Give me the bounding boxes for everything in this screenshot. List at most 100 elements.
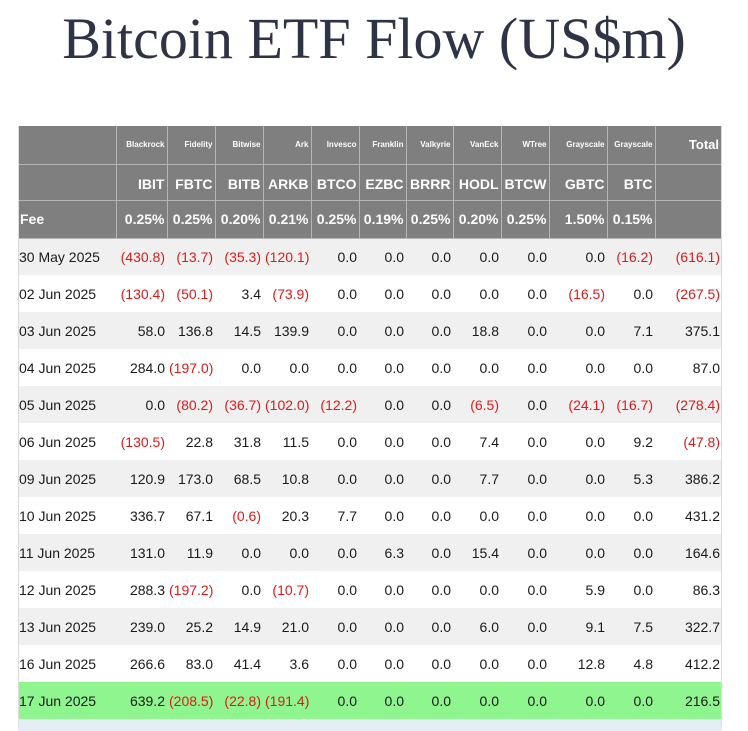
total-ticker-cell [655,164,722,201]
ticker-header: BTCW [501,164,550,201]
table-row: 05 Jun 2025 0.0 (80.2) (36.7) (102.0) (12.2) 0… [18,386,722,423]
total-header: Total [655,126,722,165]
flow-cell: 0.0 [406,534,453,571]
total-cell: 431.2 [655,497,722,534]
flow-cell: 0.0 [501,423,549,460]
flow-cell: 7.4 [453,423,501,460]
flow-cell: (10.7) [263,571,311,608]
flow-cell: 639.2 [116,682,167,719]
empty-cell [359,719,406,731]
issuer-header: Blackrock [116,126,168,165]
flow-cell: 0.0 [311,423,359,460]
flow-cell: 0.0 [311,238,359,275]
flow-cell: 0.0 [311,682,359,719]
total-cell: 87.0 [655,349,722,386]
flow-cell: 0.0 [501,275,549,312]
flow-cell: 41.4 [215,645,263,682]
flow-cell: (0.6) [215,497,263,534]
date-cell: 11 Jun 2025 [18,534,116,571]
flow-cell: (197.0) [167,349,215,386]
empty-cell [311,719,359,731]
issuer-header: Invesco [311,126,360,165]
flow-cell: 173.0 [167,460,215,497]
table-row: 16 Jun 2025 266.6 83.0 41.4 3.6 0.0 0.0 0.0 0.0 0… [18,645,722,682]
flow-cell: 15.4 [453,534,501,571]
flow-cell: (13.7) [167,238,215,275]
fee-label: Fee [18,200,117,239]
flow-table-body: 30 May 2025 (430.8) (13.7) (35.3) (120.1) 0.0… [18,238,722,731]
issuer-header: Grayscale [607,126,656,165]
flow-cell: (73.9) [263,275,311,312]
flow-cell: 336.7 [116,497,167,534]
flow-cell: 0.0 [406,497,453,534]
flow-cell: 21.0 [263,608,311,645]
date-cell: 13 Jun 2025 [18,608,116,645]
flow-cell: 0.0 [453,645,501,682]
flow-cell: (50.1) [167,275,215,312]
flow-cell: 0.0 [311,275,359,312]
flow-cell: 0.0 [549,460,607,497]
date-cell: 16 Jun 2025 [18,645,116,682]
flow-cell: 0.0 [359,312,406,349]
flow-cell: 18.8 [453,312,501,349]
flow-cell: 14.9 [215,608,263,645]
table-row: 04 Jun 2025 284.0 (197.0) 0.0 0.0 0.0 0.0 0.0 0.… [18,349,722,386]
flow-cell: 0.0 [501,497,549,534]
flow-cell: 0.0 [453,682,501,719]
fee-cell: 0.20% [453,200,502,239]
flow-cell: 0.0 [501,312,549,349]
ticker-header: IBIT [116,164,168,201]
ticker-header-row: IBIT FBTC BITB ARKB BTCO EZBC BRRR HODL … [18,164,722,201]
flow-cell: 11.9 [167,534,215,571]
flow-cell: 0.0 [549,682,607,719]
flow-cell: 0.0 [406,682,453,719]
flow-cell: 4.8 [607,645,655,682]
flow-cell: 266.6 [116,645,167,682]
flow-cell: 68.5 [215,460,263,497]
issuer-header: Ark [263,126,312,165]
issuer-header: Fidelity [167,126,216,165]
empty-cell [453,719,501,731]
flow-cell: 0.0 [549,312,607,349]
empty-cell [406,719,453,731]
ticker-header: ARKB [263,164,312,201]
flow-cell: 83.0 [167,645,215,682]
flow-cell: 0.0 [359,682,406,719]
date-cell: 05 Jun 2025 [18,386,116,423]
flow-cell: 0.0 [501,534,549,571]
flow-cell: 0.0 [311,312,359,349]
flow-cell: (16.5) [549,275,607,312]
flow-cell: 7.7 [311,497,359,534]
fee-cell: 0.20% [215,200,264,239]
ticker-header: BTC [607,164,656,201]
issuer-header: Franklin [359,126,407,165]
flow-cell: 0.0 [501,608,549,645]
empty-cell [607,719,655,731]
flow-cell: (197.2) [167,571,215,608]
fee-cell: 0.25% [116,200,168,239]
flow-cell: 0.0 [406,460,453,497]
total-cell: (278.4) [655,386,722,423]
flow-cell: 0.0 [263,534,311,571]
flow-cell: (120.1) [263,238,311,275]
flow-cell: (36.7) [215,386,263,423]
table-row-partial [18,719,722,731]
corner-cell [18,164,117,201]
flow-cell: 25.2 [167,608,215,645]
table-row: 02 Jun 2025 (130.4) (50.1) 3.4 (73.9) 0.0 0.0 0… [18,275,722,312]
table-row: 03 Jun 2025 58.0 136.8 14.5 139.9 0.0 0.0 0.0 18… [18,312,722,349]
date-cell: 09 Jun 2025 [18,460,116,497]
ticker-header: BITB [215,164,264,201]
flow-cell: 0.0 [406,238,453,275]
issuer-header-row: Blackrock Fidelity Bitwise Ark Invesco F… [18,126,722,165]
flow-cell: 0.0 [116,386,167,423]
empty-cell [116,719,167,731]
fee-cell: 0.25% [501,200,550,239]
issuer-header: VanEck [453,126,502,165]
flow-cell: 7.7 [453,460,501,497]
total-cell: 164.6 [655,534,722,571]
empty-cell [263,719,311,731]
issuer-header: Grayscale [549,126,608,165]
flow-cell: 0.0 [607,275,655,312]
flow-cell: 0.0 [359,238,406,275]
